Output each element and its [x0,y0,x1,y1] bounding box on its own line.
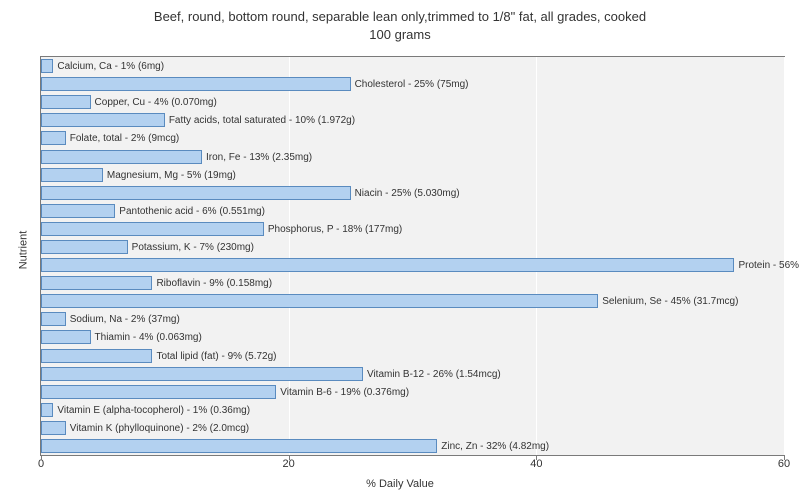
nutrient-bar [41,59,53,73]
nutrient-bar [41,403,53,417]
nutrient-bar [41,168,103,182]
nutrient-bar [41,367,363,381]
nutrient-bar-label: Potassium, K - 7% (230mg) [132,241,254,255]
nutrient-bar [41,258,734,272]
nutrient-bar-label: Zinc, Zn - 32% (4.82mg) [441,440,549,454]
nutrient-bar [41,131,66,145]
nutrient-bar [41,95,91,109]
nutrient-bar [41,421,66,435]
nutrient-bar-label: Magnesium, Mg - 5% (19mg) [107,169,236,183]
nutrient-bar-label: Iron, Fe - 13% (2.35mg) [206,151,312,165]
y-axis-title: Nutrient [17,231,29,270]
gridline [536,57,537,455]
nutrient-bar [41,186,351,200]
nutrient-bar-label: Vitamin K (phylloquinone) - 2% (2.0mcg) [70,422,249,436]
nutrient-bar [41,349,152,363]
nutrient-bar-label: Vitamin B-6 - 19% (0.376mg) [280,386,409,400]
nutrient-bar [41,77,351,91]
nutrient-bar-label: Vitamin E (alpha-tocopherol) - 1% (0.36m… [57,404,250,418]
nutrient-bar-label: Phosphorus, P - 18% (177mg) [268,223,402,237]
nutrition-chart: Beef, round, bottom round, separable lea… [0,0,800,500]
nutrient-bar-label: Fatty acids, total saturated - 10% (1.97… [169,114,355,128]
nutrient-bar-label: Sodium, Na - 2% (37mg) [70,313,180,327]
nutrient-bar [41,330,91,344]
nutrient-bar [41,276,152,290]
x-tick-mark [536,456,537,460]
nutrient-bar-label: Total lipid (fat) - 9% (5.72g) [156,350,276,364]
nutrient-bar-label: Thiamin - 4% (0.063mg) [95,331,202,345]
chart-title-line1: Beef, round, bottom round, separable lea… [0,8,800,26]
x-tick-mark [784,456,785,460]
x-tick-mark [289,456,290,460]
nutrient-bar-label: Cholesterol - 25% (75mg) [355,78,469,92]
nutrient-bar-label: Calcium, Ca - 1% (6mg) [57,60,164,74]
chart-title: Beef, round, bottom round, separable lea… [0,8,800,43]
nutrient-bar [41,385,276,399]
nutrient-bar-label: Folate, total - 2% (9mcg) [70,132,179,146]
nutrient-bar [41,113,165,127]
nutrient-bar-label: Pantothenic acid - 6% (0.551mg) [119,205,265,219]
nutrient-bar [41,204,115,218]
nutrient-bar [41,294,598,308]
nutrient-bar [41,150,202,164]
x-axis-title: % Daily Value [0,478,800,490]
nutrient-bar [41,222,264,236]
nutrient-bar [41,240,128,254]
chart-title-line2: 100 grams [0,26,800,44]
x-tick-mark [41,456,42,460]
nutrient-bar [41,439,437,453]
nutrient-bar-label: Copper, Cu - 4% (0.070mg) [95,96,217,110]
nutrient-bar [41,312,66,326]
nutrient-bar-label: Riboflavin - 9% (0.158mg) [156,277,272,291]
nutrient-bar-label: Selenium, Se - 45% (31.7mcg) [602,295,738,309]
nutrient-bar-label: Vitamin B-12 - 26% (1.54mcg) [367,368,501,382]
plot-area: Calcium, Ca - 1% (6mg) Cholesterol - 25% … [40,56,785,456]
gridline [784,57,785,455]
nutrient-bar-label: Niacin - 25% (5.030mg) [355,187,460,201]
nutrient-bar-label: Protein - 56% (28.00g) [738,259,800,273]
